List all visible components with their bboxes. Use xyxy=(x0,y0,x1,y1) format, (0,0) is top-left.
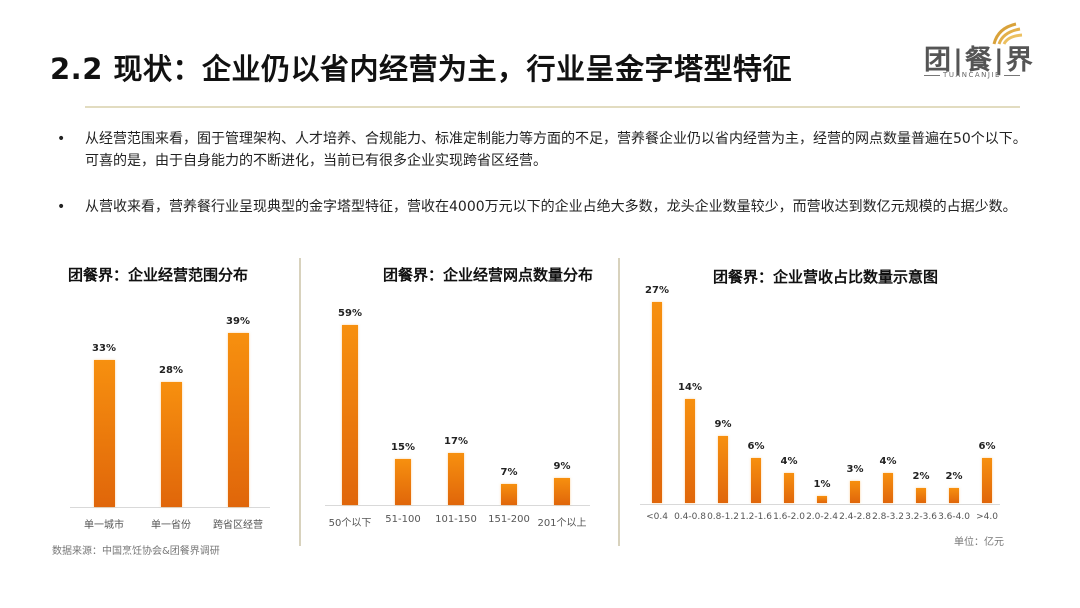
bar xyxy=(554,477,570,505)
bar-value-label: 6% xyxy=(747,441,765,453)
unit-label: 单位：亿元 xyxy=(954,537,1004,548)
chart-divider xyxy=(618,258,620,546)
category-label: 101-150 xyxy=(435,514,477,525)
chart1-title: 团餐界：企业经营范围分布 xyxy=(68,266,249,284)
logo-subtitle: TUANCANJIE xyxy=(918,71,1026,79)
category-label: 201个以上 xyxy=(537,518,587,529)
bullet-dot-icon: • xyxy=(57,131,66,147)
category-label: 1.6-2.0 xyxy=(773,512,805,522)
bar xyxy=(718,435,728,503)
category-label: 3.2-3.6 xyxy=(905,512,937,522)
bar-value-label: 2% xyxy=(912,471,930,483)
category-label: 50个以下 xyxy=(328,518,372,529)
bar xyxy=(685,398,695,503)
bullet-item: • 从经营范围来看，囿于管理架构、人才培养、合规能力、标准定制能力等方面的不足，… xyxy=(55,128,1035,172)
bar-value-label: 1% xyxy=(813,478,831,490)
data-source: 数据来源：中国烹饪协会&团餐界调研 xyxy=(52,546,220,557)
bullet-item: • 从营收来看，营养餐行业呈现典型的金字塔型特征，营收在4000万元以下的企业占… xyxy=(55,196,1035,218)
bar xyxy=(342,325,358,505)
bar xyxy=(982,458,992,503)
bar xyxy=(883,473,893,503)
chart3-title: 团餐界：企业营收占比数量示意图 xyxy=(713,268,939,286)
brand-logo: 团|餐|界 TUANCANJIE xyxy=(918,20,1033,82)
bar xyxy=(817,495,827,503)
bar xyxy=(652,301,662,503)
category-label: >4.0 xyxy=(976,512,998,522)
bar-value-label: 27% xyxy=(645,284,669,296)
chart-divider xyxy=(299,258,301,546)
bar xyxy=(448,453,464,505)
category-label: 51-100 xyxy=(385,514,421,525)
bar-value-label: 3% xyxy=(846,463,864,475)
bar-value-label: 9% xyxy=(553,460,571,472)
bar-value-label: 14% xyxy=(678,381,702,393)
bullet-list: • 从经营范围来看，囿于管理架构、人才培养、合规能力、标准定制能力等方面的不足，… xyxy=(55,128,1035,242)
bar xyxy=(227,333,249,507)
bullet-text: 从营收来看，营养餐行业呈现典型的金字塔型特征，营收在4000万元以下的企业占绝大… xyxy=(85,199,1017,215)
bar-value-label: 59% xyxy=(338,308,362,320)
chart1-axis xyxy=(70,507,270,508)
bar-value-label: 6% xyxy=(978,441,996,453)
category-label: 1.2-1.6 xyxy=(740,512,772,522)
bar xyxy=(784,473,794,503)
bar xyxy=(949,488,959,503)
bar-value-label: 39% xyxy=(226,316,250,328)
category-label: 0.8-1.2 xyxy=(707,512,739,522)
bar xyxy=(160,382,182,507)
bar-value-label: 7% xyxy=(500,466,518,478)
bar xyxy=(751,458,761,503)
category-label: 单一城市 xyxy=(84,520,124,531)
bar xyxy=(916,488,926,503)
category-label: 2.8-3.2 xyxy=(872,512,904,522)
category-label: 单一省份 xyxy=(151,520,191,531)
category-label: 151-200 xyxy=(488,514,530,525)
category-label: 2.4-2.8 xyxy=(839,512,871,522)
bar xyxy=(850,480,860,503)
bar-value-label: 9% xyxy=(714,418,732,430)
bar-value-label: 17% xyxy=(444,436,468,448)
category-label: 跨省区经营 xyxy=(213,520,263,531)
bar-value-label: 33% xyxy=(92,343,116,355)
bullet-text: 从经营范围来看，囿于管理架构、人才培养、合规能力、标准定制能力等方面的不足，营养… xyxy=(85,131,1027,169)
title-separator xyxy=(85,106,1020,108)
bar-value-label: 15% xyxy=(391,442,415,454)
category-label: 0.4-0.8 xyxy=(674,512,706,522)
bar xyxy=(93,360,115,507)
category-label: 3.6-4.0 xyxy=(938,512,970,522)
bar-value-label: 2% xyxy=(945,471,963,483)
chart3-axis xyxy=(640,504,1000,505)
bar-value-label: 4% xyxy=(879,456,897,468)
logo-rays-icon xyxy=(992,22,1023,45)
chart2-axis xyxy=(325,505,590,506)
category-label: <0.4 xyxy=(646,512,668,522)
bar xyxy=(395,459,411,505)
page-title: 2.2 现状：企业仍以省内经营为主，行业呈金字塔型特征 xyxy=(50,52,792,86)
bar xyxy=(501,483,517,505)
category-label: 2.0-2.4 xyxy=(806,512,838,522)
bar-value-label: 4% xyxy=(780,456,798,468)
bullet-dot-icon: • xyxy=(57,199,66,215)
chart2-title: 团餐界：企业经营网点数量分布 xyxy=(383,266,594,284)
bar-value-label: 28% xyxy=(159,365,183,377)
